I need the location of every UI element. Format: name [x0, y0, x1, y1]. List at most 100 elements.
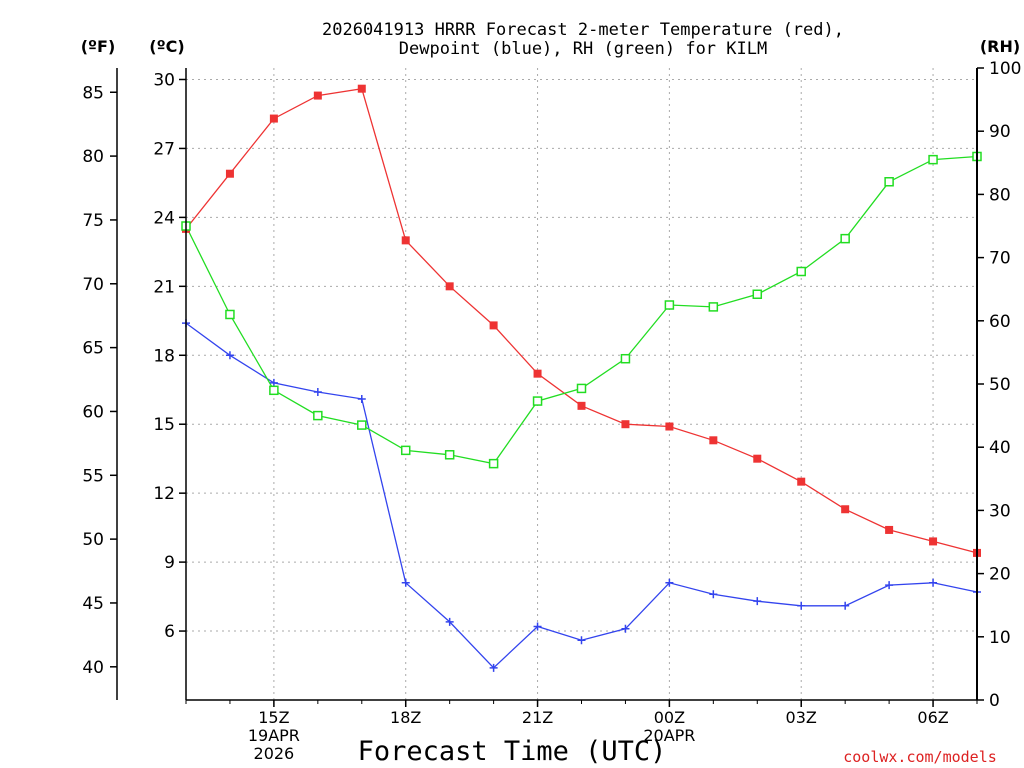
temperature-point: [885, 525, 894, 534]
rh-point: [664, 300, 675, 310]
fahrenheit-tick-label: 65: [82, 339, 104, 359]
dewpoint-point: [357, 394, 366, 403]
rh-point: [313, 410, 323, 421]
temperature-point: [225, 169, 234, 178]
dewpoint-point: [577, 636, 586, 645]
x-axis-label: Forecast Time (UTC): [358, 736, 667, 767]
dewpoint-point: [445, 617, 454, 626]
chart-title-line1: 2026041913 HRRR Forecast 2-meter Tempera…: [322, 20, 844, 40]
x-tick-label: 03Z: [786, 708, 817, 727]
rh-point: [928, 154, 938, 165]
chart-title-line2: Dewpoint (blue), RH (green) for KILM: [399, 39, 767, 59]
rh-point: [708, 302, 719, 312]
rh-point: [400, 445, 411, 456]
x-tick-label: 19APR: [248, 726, 300, 745]
fahrenheit-tick-label: 50: [82, 530, 104, 550]
dewpoint-point: [225, 351, 234, 360]
x-tick-label: 15Z: [258, 708, 289, 727]
fahrenheit-tick-label: 85: [82, 83, 104, 103]
temperature-point: [929, 537, 938, 546]
temperature-point: [577, 401, 586, 410]
temperature-point: [313, 91, 322, 100]
fahrenheit-tick-label: 80: [82, 147, 104, 167]
rh-tick-label: 80: [989, 185, 1011, 205]
tick-labels: 40 45 50 55 60 65 70 75 80 85 6 9 12 15 18 21 24 27 30 0 10 2…: [82, 59, 1021, 763]
celsius-tick-label: 21: [153, 277, 175, 297]
temperature-point: [665, 422, 674, 431]
dewpoint-point: [533, 622, 542, 631]
y-axis-unit-celsius: (ºC): [149, 37, 184, 56]
dewpoint-line: [185, 322, 978, 669]
rh-tick-label: 50: [989, 375, 1011, 395]
celsius-tick-label: 6: [164, 622, 175, 642]
rh-tick-label: 30: [989, 501, 1011, 521]
celsius-tick-label: 24: [153, 208, 175, 228]
x-tick-label: 21Z: [522, 708, 553, 727]
temperature-point: [533, 369, 542, 378]
rh-point: [752, 289, 763, 300]
rh-tick-label: 0: [989, 691, 1000, 711]
temperature-point: [489, 321, 498, 330]
x-tick-label: 18Z: [390, 708, 421, 727]
dewpoint-point: [621, 624, 630, 633]
rh-point: [444, 450, 455, 460]
temperature-point: [401, 236, 410, 245]
rh-point: [269, 385, 279, 396]
celsius-tick-label: 30: [153, 70, 175, 90]
temperature-point: [709, 436, 718, 445]
rh-tick-label: 10: [989, 628, 1011, 648]
dewpoint-point: [665, 578, 674, 587]
series-markers: [181, 84, 982, 672]
x-tick-label: 20APR: [643, 726, 695, 745]
celsius-tick-label: 9: [164, 553, 175, 573]
celsius-tick-label: 18: [153, 346, 175, 366]
dewpoint-point: [489, 663, 498, 672]
x-tick-label: 06Z: [917, 708, 948, 727]
fahrenheit-tick-label: 40: [82, 658, 104, 678]
y-axis-unit-fahrenheit: (ºF): [81, 37, 116, 56]
x-tick-label: 2026: [254, 744, 295, 763]
celsius-tick-label: 12: [153, 484, 175, 504]
temperature-point: [753, 454, 762, 463]
celsius-tick-label: 27: [153, 139, 175, 159]
celsius-tick-label: 15: [153, 415, 175, 435]
rh-point: [532, 396, 543, 406]
x-tick-label: 00Z: [654, 708, 685, 727]
rh-tick-label: 20: [989, 565, 1011, 585]
rh-point: [488, 458, 499, 469]
rh-tick-label: 90: [989, 122, 1011, 142]
dewpoint-point: [885, 581, 894, 590]
rh-point: [225, 309, 235, 320]
rh-tick-label: 100: [989, 59, 1021, 79]
fahrenheit-tick-label: 60: [82, 402, 104, 422]
fahrenheit-tick-label: 45: [82, 594, 104, 614]
dewpoint-point: [269, 378, 278, 387]
rh-point: [840, 233, 850, 244]
dewpoint-point: [753, 597, 762, 606]
dewpoint-point: [313, 388, 322, 397]
temperature-line: [185, 87, 978, 554]
dewpoint-point: [797, 601, 806, 610]
fahrenheit-tick-label: 55: [82, 466, 104, 486]
fahrenheit-tick-label: 75: [82, 211, 104, 231]
rh-point: [796, 266, 806, 277]
temperature-point: [621, 420, 630, 429]
rh-point: [884, 177, 894, 187]
temperature-point: [797, 477, 806, 486]
rh-tick-label: 70: [989, 249, 1011, 269]
temperature-point: [269, 114, 278, 123]
watermark: coolwx.com/models: [843, 748, 997, 766]
axes: [110, 67, 984, 707]
rh-tick-label: 40: [989, 438, 1011, 458]
rh-point: [620, 353, 631, 364]
series-lines: [185, 87, 978, 669]
rh-line: [185, 155, 978, 465]
dewpoint-point: [841, 601, 850, 610]
temperature-point: [357, 84, 366, 93]
dewpoint-point: [929, 578, 938, 587]
dewpoint-point: [401, 578, 410, 587]
rh-point: [357, 420, 367, 430]
rh-point: [576, 383, 587, 394]
fahrenheit-tick-label: 70: [82, 275, 104, 295]
